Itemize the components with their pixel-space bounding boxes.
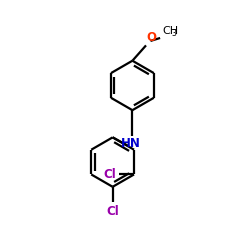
Text: 3: 3: [172, 29, 176, 38]
Text: Cl: Cl: [104, 168, 116, 181]
Text: Cl: Cl: [106, 204, 119, 218]
Text: HN: HN: [120, 136, 141, 149]
Text: CH: CH: [162, 26, 179, 36]
Text: O: O: [146, 32, 156, 44]
